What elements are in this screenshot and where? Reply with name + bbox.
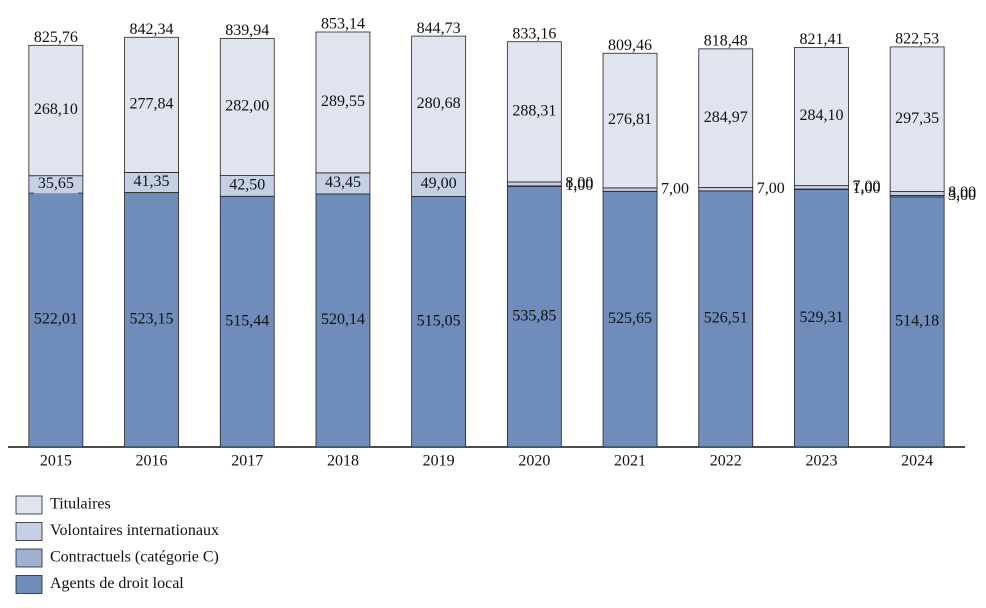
value-label: 3,00 (948, 187, 976, 204)
x-tick-label: 2021 (614, 453, 646, 470)
bar-segment (506, 181, 562, 187)
total-label: 825,76 (34, 29, 78, 46)
bar-segment (219, 195, 275, 448)
legend-swatch (15, 495, 43, 515)
value-label: 268,10 (34, 101, 78, 118)
label-bg (33, 175, 78, 194)
value-label: 297,35 (895, 110, 939, 127)
value-label: 523,15 (130, 310, 174, 327)
value-label: 522,01 (34, 311, 78, 328)
value-label: 7,00 (852, 178, 880, 195)
value-label: 282,00 (225, 98, 269, 115)
value-label: 277,84 (130, 96, 174, 113)
bar-segment (28, 44, 84, 177)
bar-segment (794, 47, 849, 187)
legend-swatch (15, 575, 43, 594)
value-label: 49,00 (421, 175, 457, 192)
value-label: 529,31 (799, 309, 843, 326)
value-label: 515,44 (225, 312, 269, 329)
total-label: 809,46 (608, 37, 652, 54)
bar-segment (124, 36, 179, 173)
x-tick-label: 2017 (231, 453, 263, 470)
legend-label: Contractuels (catégorie C) (50, 549, 219, 566)
bar-segment (698, 190, 754, 448)
value-label: 1,00 (852, 180, 880, 197)
legend-swatch (15, 548, 43, 568)
total-label: 844,73 (417, 20, 461, 37)
value-label: 7,00 (661, 180, 689, 197)
bar-segment (124, 192, 179, 448)
value-label: 284,10 (799, 107, 843, 124)
bar-segment (506, 41, 562, 183)
legend-label: Titulaires (50, 496, 111, 513)
value-label: 41,35 (134, 173, 170, 190)
total-label: 818,48 (704, 33, 748, 50)
value-label: 43,45 (325, 174, 361, 191)
total-label: 833,16 (512, 25, 556, 42)
value-label: 35,65 (38, 175, 74, 192)
bar-segment (411, 35, 467, 174)
x-tick-label: 2019 (423, 453, 455, 470)
value-label: 288,31 (512, 103, 556, 120)
legend-swatch (15, 522, 43, 541)
total-label: 839,94 (225, 22, 269, 39)
bar-segment (411, 196, 467, 448)
x-tick-label: 2022 (710, 453, 742, 470)
value-label: 535,85 (512, 307, 556, 324)
bar-segment (506, 185, 562, 448)
bar-segment (889, 191, 945, 196)
bar-segment (602, 52, 658, 189)
total-label: 853,14 (321, 16, 365, 33)
value-label: 514,18 (895, 313, 939, 330)
bar-segment (315, 193, 371, 448)
value-label: 1,00 (565, 177, 593, 194)
bar-segment (698, 48, 754, 188)
value-label: 284,97 (704, 109, 748, 126)
value-label: 520,14 (321, 311, 365, 328)
bar-segment (219, 38, 275, 176)
value-label: 7,00 (757, 180, 785, 197)
bar-segment (315, 31, 371, 174)
value-label: 526,51 (704, 310, 748, 327)
bar-segment (794, 189, 849, 448)
x-tick-label: 2023 (805, 453, 837, 470)
x-tick-label: 2020 (518, 453, 550, 470)
value-label: 8,00 (948, 184, 976, 201)
bar-segment (602, 187, 658, 192)
value-label: 276,81 (608, 111, 652, 128)
value-label: 289,55 (321, 93, 365, 110)
bar-segment (889, 196, 945, 448)
bar-segment (28, 192, 84, 448)
x-tick-label: 2018 (327, 453, 359, 470)
bar-segment (889, 46, 945, 192)
legend-label: Agents de droit local (50, 575, 184, 592)
x-tick-label: 2024 (901, 453, 933, 470)
value-label: 42,50 (229, 177, 265, 194)
total-label: 842,34 (130, 21, 174, 38)
x-tick-label: 2015 (40, 453, 72, 470)
x-tick-label: 2016 (136, 453, 168, 470)
bar-segment (794, 185, 849, 190)
value-label: 525,65 (608, 310, 652, 327)
value-label: 515,05 (417, 312, 461, 329)
value-label: 8,00 (565, 175, 593, 192)
value-label: 280,68 (417, 95, 461, 112)
total-label: 822,53 (895, 31, 939, 48)
legend-label: Volontaires internationaux (50, 522, 219, 539)
total-label: 821,41 (799, 31, 843, 48)
bar-segment (698, 187, 754, 192)
